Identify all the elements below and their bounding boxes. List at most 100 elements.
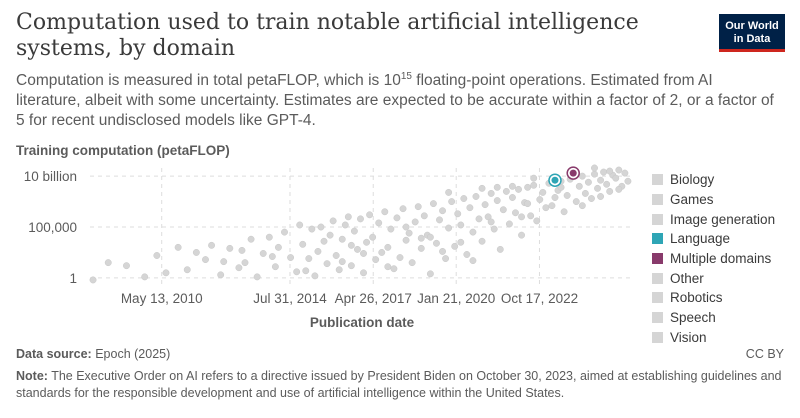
x-tick-label: Jan 21, 2020 <box>417 291 495 306</box>
data-point <box>302 267 310 275</box>
data-point <box>469 257 477 265</box>
data-point <box>360 269 367 277</box>
data-point <box>578 172 586 180</box>
legend-swatch <box>652 213 663 225</box>
data-point <box>621 169 629 177</box>
data-point <box>588 195 595 202</box>
data-point <box>393 214 401 222</box>
data-point <box>524 200 532 208</box>
data-point <box>226 244 234 252</box>
data-point <box>341 221 349 229</box>
data-point <box>442 255 450 263</box>
logo-line2: in Data <box>733 33 771 45</box>
data-point <box>478 184 486 192</box>
legend-label: Other <box>670 270 704 286</box>
data-point <box>411 218 419 226</box>
legend-item-vision[interactable]: Vision <box>652 328 775 348</box>
data-point <box>487 218 495 226</box>
logo-accent-bar <box>719 49 785 52</box>
data-point <box>445 224 453 232</box>
data-point <box>457 238 465 246</box>
legend-swatch <box>652 272 663 284</box>
legend-swatch <box>652 312 663 324</box>
data-point <box>311 272 319 280</box>
source-link[interactable]: Epoch (2025) <box>91 347 171 361</box>
data-point <box>484 213 492 221</box>
y-tick-label: 1 <box>69 271 77 286</box>
legend-swatch <box>652 174 663 186</box>
data-point <box>597 193 605 200</box>
subtitle-part2: floating-point operations. Estimated fro… <box>16 72 774 130</box>
data-point <box>426 270 434 278</box>
legend-item-multiple-domains[interactable]: Multiple domains <box>652 249 775 269</box>
data-point <box>420 212 428 220</box>
data-point <box>466 204 474 212</box>
multiple-domains-point <box>569 169 577 177</box>
data-point <box>536 196 544 203</box>
data-point <box>360 250 367 257</box>
data-point <box>512 209 519 217</box>
data-point <box>518 213 526 221</box>
data-point <box>539 188 547 196</box>
data-point <box>624 177 632 185</box>
legend-item-speech[interactable]: Speech <box>652 308 775 328</box>
data-point <box>344 213 352 221</box>
legend-item-games[interactable]: Games <box>652 190 775 210</box>
data-point <box>414 203 422 211</box>
data-point <box>253 273 261 281</box>
data-point <box>369 233 377 241</box>
data-point <box>508 194 516 201</box>
note-text: The Executive Order on AI refers to a di… <box>16 369 782 400</box>
data-point <box>591 164 598 172</box>
data-point <box>347 262 355 270</box>
data-point <box>615 166 623 174</box>
data-point <box>524 183 532 191</box>
legend-item-other[interactable]: Other <box>652 268 775 288</box>
data-point <box>399 205 407 213</box>
data-point <box>162 269 170 277</box>
legend-item-image-generation[interactable]: Image generation <box>652 209 775 229</box>
data-point <box>217 271 225 279</box>
data-point <box>612 174 620 182</box>
legend-label: Image generation <box>670 211 776 227</box>
data-point <box>241 259 249 267</box>
data-point <box>436 216 443 224</box>
legend-item-language[interactable]: Language <box>652 229 775 249</box>
data-point <box>375 219 383 227</box>
note-label: Note: <box>16 369 48 383</box>
legend-item-robotics[interactable]: Robotics <box>652 288 775 308</box>
owid-logo[interactable]: Our World in Data <box>719 14 785 52</box>
data-point <box>454 210 462 218</box>
license-link[interactable]: CC BY <box>745 347 784 361</box>
data-point <box>174 243 182 251</box>
legend-item-biology[interactable]: Biology <box>652 170 775 190</box>
legend-swatch <box>652 331 663 343</box>
data-point <box>299 240 307 248</box>
data-point <box>439 247 446 255</box>
y-tick-label: 10 billion <box>24 169 77 184</box>
highlight-layer <box>548 166 580 187</box>
data-point <box>518 231 526 239</box>
data-point <box>600 168 608 176</box>
data-point <box>235 264 243 272</box>
data-point <box>502 187 510 195</box>
data-point <box>357 215 364 223</box>
data-point <box>396 254 404 261</box>
data-point <box>542 204 550 212</box>
data-point <box>581 189 589 197</box>
data-point <box>372 256 380 264</box>
data-point <box>490 225 498 233</box>
chart-title: Computation used to train notable artifi… <box>16 10 639 61</box>
data-point <box>335 266 343 274</box>
legend-swatch <box>652 233 663 245</box>
data-point <box>384 243 392 251</box>
data-point <box>320 237 328 245</box>
x-axis-title: Publication date <box>310 315 415 330</box>
data-point <box>426 233 434 241</box>
data-point <box>238 246 246 254</box>
data-point <box>487 189 495 197</box>
data-point <box>505 220 513 228</box>
legend-label: Speech <box>670 310 716 326</box>
x-tick-label: Jul 31, 2014 <box>253 291 327 306</box>
data-point <box>417 244 425 252</box>
